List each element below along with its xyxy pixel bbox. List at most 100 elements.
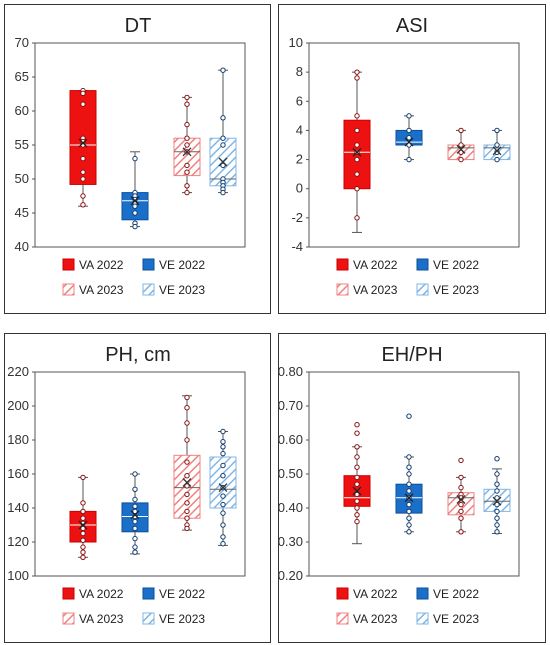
data-point bbox=[406, 529, 412, 535]
data-point bbox=[494, 515, 500, 521]
legend-item-va-2023: VA 2023 bbox=[62, 283, 124, 297]
legend-item-va-2023: VA 2023 bbox=[62, 612, 124, 626]
data-point bbox=[80, 515, 86, 521]
y-tick-label: 0.70 bbox=[279, 398, 303, 413]
data-point bbox=[184, 500, 190, 506]
legend-item-ve-2022: VE 2022 bbox=[416, 587, 479, 601]
y-tick-label: 160 bbox=[7, 466, 29, 481]
data-point bbox=[80, 500, 86, 506]
data-point bbox=[354, 156, 360, 163]
data-point bbox=[184, 121, 190, 128]
legend-swatch bbox=[416, 587, 429, 600]
data-point bbox=[80, 549, 86, 555]
data-point bbox=[184, 420, 190, 426]
data-point bbox=[220, 142, 226, 148]
data-point bbox=[184, 394, 190, 401]
data-point bbox=[220, 67, 226, 73]
data-point bbox=[80, 530, 86, 537]
legend-label: VE 2022 bbox=[433, 258, 479, 272]
data-point bbox=[220, 439, 226, 445]
data-point bbox=[132, 210, 138, 216]
data-point bbox=[220, 510, 226, 516]
y-tick-label: 180 bbox=[7, 432, 29, 447]
legend-label: VE 2023 bbox=[159, 283, 205, 297]
mean-marker bbox=[130, 510, 140, 520]
y-tick-label: 4 bbox=[296, 122, 303, 137]
chart-title: PH, cm bbox=[105, 344, 171, 366]
data-point bbox=[220, 162, 226, 169]
data-point bbox=[354, 491, 360, 498]
data-point bbox=[80, 169, 86, 175]
y-tick-label: 0.80 bbox=[279, 364, 303, 379]
data-point bbox=[184, 405, 190, 411]
plot-area bbox=[308, 42, 520, 248]
y-tick-label: 6 bbox=[296, 93, 303, 108]
data-point bbox=[220, 522, 226, 528]
box-ve-2022 bbox=[121, 151, 149, 230]
data-point bbox=[406, 413, 412, 419]
mean-marker bbox=[492, 146, 502, 156]
y-tick-label: 45 bbox=[15, 205, 29, 220]
data-point bbox=[494, 488, 500, 494]
legend-label: VA 2022 bbox=[79, 587, 124, 601]
data-point bbox=[354, 215, 360, 221]
data-point bbox=[184, 162, 190, 169]
data-point bbox=[494, 495, 500, 501]
data-point bbox=[132, 223, 138, 230]
y-tick-label: 60 bbox=[15, 103, 29, 118]
legend-swatch bbox=[142, 283, 155, 296]
panel-dt: DT 40 45 50 55 60 65 70 VA 2022 VE 2022 VA 2023 VE … bbox=[4, 4, 271, 314]
data-point bbox=[494, 501, 500, 508]
data-point bbox=[406, 508, 412, 515]
chart-title: EH/PH bbox=[381, 344, 442, 366]
mean-marker bbox=[456, 144, 466, 154]
data-point bbox=[80, 525, 86, 532]
mean-marker bbox=[404, 137, 414, 147]
data-point bbox=[184, 189, 190, 196]
data-point bbox=[80, 176, 86, 182]
box-ve-2022 bbox=[395, 113, 423, 163]
data-point bbox=[494, 156, 500, 163]
y-tick-label: 220 bbox=[7, 364, 29, 379]
data-point bbox=[184, 437, 190, 443]
data-point bbox=[354, 171, 360, 177]
legend-swatch bbox=[142, 587, 155, 600]
box-ve-2023 bbox=[209, 67, 237, 196]
data-point bbox=[494, 522, 500, 528]
data-point bbox=[458, 474, 464, 481]
y-tick-label: 0 bbox=[296, 181, 303, 196]
data-point bbox=[184, 459, 190, 465]
legend-item-va-2022: VA 2022 bbox=[62, 258, 124, 272]
chart-eh-ph: EH/PH 0.20 0.30 0.40 0.50 0.60 0.70 0.80 VA 2022… bbox=[279, 344, 520, 626]
box-ve-2022 bbox=[121, 471, 149, 555]
data-point bbox=[220, 135, 226, 141]
mean-marker bbox=[456, 495, 466, 504]
y-tick-label: 70 bbox=[15, 35, 29, 50]
data-point bbox=[132, 549, 138, 555]
data-point bbox=[354, 113, 360, 119]
data-point bbox=[184, 135, 190, 141]
box-va-2022 bbox=[69, 474, 97, 561]
legend-item-va-2023: VA 2023 bbox=[336, 283, 398, 297]
data-point bbox=[132, 518, 138, 525]
data-point bbox=[220, 450, 226, 457]
data-point bbox=[406, 464, 412, 470]
data-point bbox=[406, 113, 412, 119]
data-point bbox=[494, 481, 500, 487]
legend-item-ve-2022: VE 2022 bbox=[142, 587, 205, 601]
data-point bbox=[132, 535, 138, 542]
data-point bbox=[354, 186, 360, 192]
data-point bbox=[458, 142, 464, 148]
data-point bbox=[354, 454, 360, 460]
box-ve-2022 bbox=[395, 413, 423, 535]
data-point bbox=[132, 544, 138, 550]
data-point bbox=[406, 515, 412, 521]
data-point bbox=[184, 169, 190, 175]
data-point bbox=[132, 503, 138, 510]
legend-item-va-2022: VA 2022 bbox=[336, 587, 398, 601]
data-point bbox=[354, 481, 360, 487]
data-point bbox=[458, 501, 464, 508]
data-point bbox=[184, 94, 190, 101]
data-point bbox=[132, 525, 138, 532]
data-point bbox=[132, 508, 138, 515]
